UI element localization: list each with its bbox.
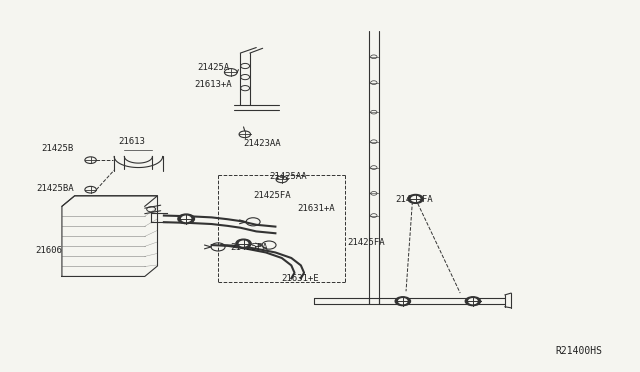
Circle shape <box>468 299 477 304</box>
Circle shape <box>239 241 248 246</box>
Text: 21425A: 21425A <box>197 63 229 72</box>
Text: 21425FA: 21425FA <box>231 243 268 252</box>
Text: 21631+A: 21631+A <box>298 204 335 213</box>
Circle shape <box>178 214 195 224</box>
Text: 21423AA: 21423AA <box>244 139 281 148</box>
Text: 21425BA: 21425BA <box>36 184 74 193</box>
Circle shape <box>465 297 481 306</box>
Text: 21631+E: 21631+E <box>282 274 319 283</box>
Circle shape <box>236 239 251 248</box>
Text: 21425FA: 21425FA <box>395 195 433 203</box>
Text: 21425FA: 21425FA <box>253 191 291 200</box>
Text: 21613+A: 21613+A <box>194 80 232 89</box>
Text: 21425FA: 21425FA <box>348 238 385 247</box>
Text: 21425AA: 21425AA <box>269 172 307 182</box>
Circle shape <box>408 195 423 203</box>
Text: R21400HS: R21400HS <box>556 346 603 356</box>
Text: 21606: 21606 <box>35 246 62 255</box>
Text: 21425B: 21425B <box>42 144 74 153</box>
Circle shape <box>399 299 407 304</box>
Text: 21613: 21613 <box>118 137 145 145</box>
Circle shape <box>412 196 420 201</box>
Circle shape <box>395 297 410 306</box>
Circle shape <box>182 216 191 221</box>
